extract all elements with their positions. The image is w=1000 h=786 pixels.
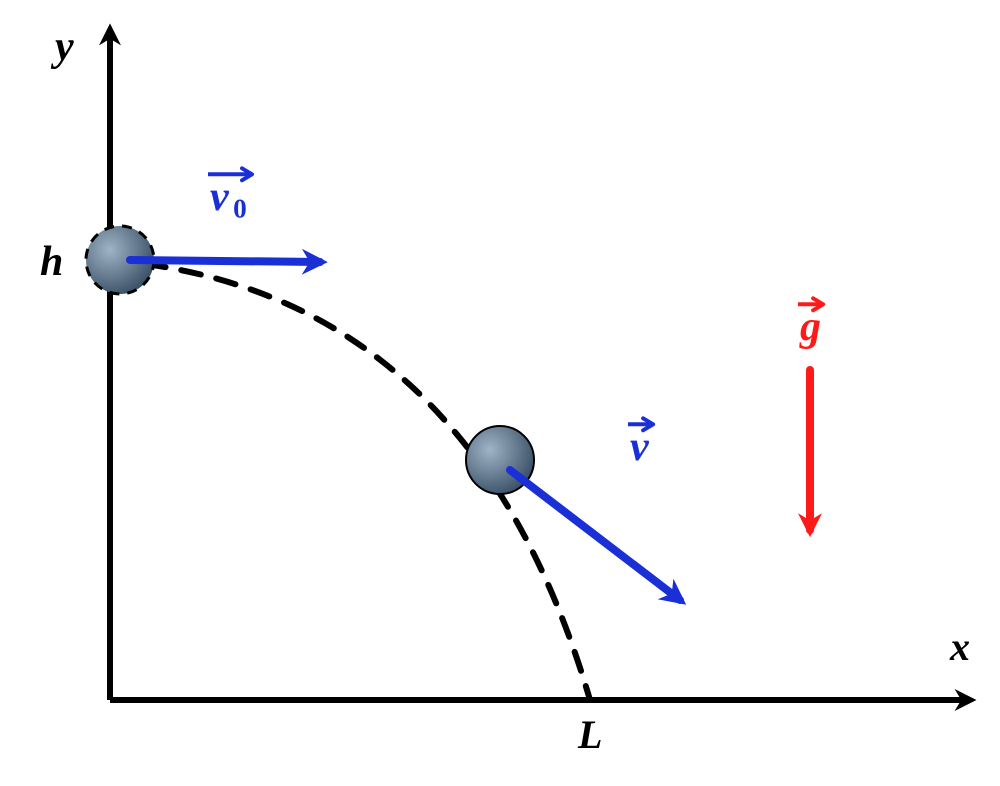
velocity-v0-vector [130, 260, 320, 262]
h-label: h [40, 239, 63, 285]
svg-text:v: v [630, 424, 650, 470]
svg-text:v: v [210, 174, 230, 220]
g-label: g [798, 298, 823, 350]
svg-text:g: g [799, 304, 821, 350]
background [0, 0, 1000, 786]
x-axis-label: x [949, 624, 970, 669]
svg-text:0: 0 [233, 194, 247, 224]
l-label: L [577, 712, 602, 757]
